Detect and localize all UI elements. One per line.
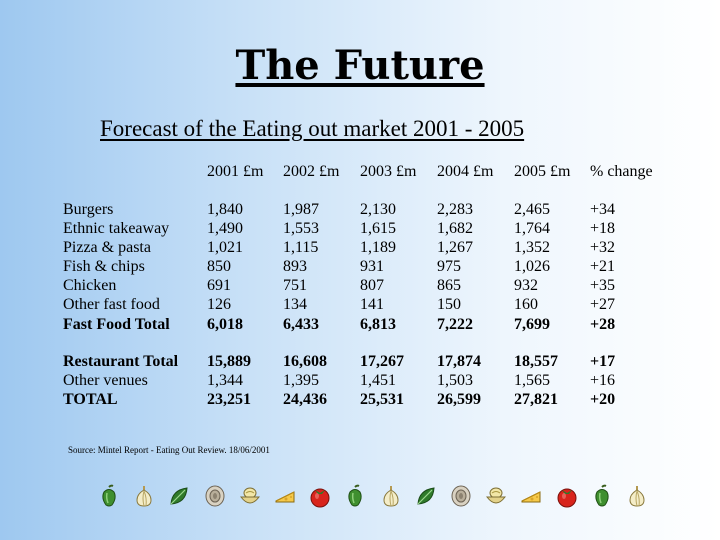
row-label: Fish & chips	[63, 258, 145, 275]
column-header: 2001 £m	[207, 163, 264, 180]
column-header: 2002 £m	[283, 163, 340, 180]
bowl-icon	[485, 484, 507, 508]
mushroom-icon	[204, 484, 226, 508]
slide-title: The Future	[235, 42, 485, 89]
garlic-icon	[380, 484, 402, 508]
tomato-icon	[556, 484, 578, 508]
table-cell: 126	[207, 296, 231, 313]
table-cell: 26,599	[437, 391, 481, 408]
cheese-icon	[520, 484, 542, 508]
table-cell: 1,987	[283, 201, 319, 218]
table-cell: 6,433	[283, 316, 319, 333]
row-label: Fast Food Total	[63, 316, 170, 333]
garlic-icon	[626, 484, 648, 508]
table-cell: 1,503	[437, 372, 473, 389]
table-cell: 16,608	[283, 353, 327, 370]
cheese-icon	[274, 484, 296, 508]
slide-subtitle: Forecast of the Eating out market 2001 -…	[100, 116, 525, 141]
table-cell: 150	[437, 296, 461, 313]
table-cell: 2,465	[514, 201, 550, 218]
table-cell: 850	[207, 258, 231, 275]
pepper-icon	[344, 484, 366, 508]
table-cell: 1,115	[283, 239, 319, 256]
table-cell: 6,813	[360, 316, 396, 333]
source-note: Source: Mintel Report - Eating Out Revie…	[68, 445, 270, 455]
table-cell: 1,764	[514, 220, 550, 237]
table-cell: 18,557	[514, 353, 558, 370]
table-cell: 975	[437, 258, 461, 275]
table-cell: 1,490	[207, 220, 243, 237]
table-cell: 751	[283, 277, 307, 294]
table-cell: +35	[590, 277, 616, 294]
table-cell: 2,283	[437, 201, 473, 218]
table-cell: 1,026	[514, 258, 550, 275]
table-cell: 1,352	[514, 239, 550, 256]
table-cell: 25,531	[360, 391, 404, 408]
row-label: Pizza & pasta	[63, 239, 151, 256]
pepper-icon	[98, 484, 120, 508]
table-cell: 141	[360, 296, 384, 313]
table-cell: 134	[283, 296, 307, 313]
table-cell: 6,018	[207, 316, 243, 333]
column-header: % change	[590, 163, 653, 180]
bowl-icon	[239, 484, 261, 508]
tomato-icon	[309, 484, 331, 508]
table-cell: 931	[360, 258, 384, 275]
table-cell: 1,267	[437, 239, 473, 256]
table-cell: 1,021	[207, 239, 243, 256]
table-cell: 27,821	[514, 391, 558, 408]
table-cell: 17,267	[360, 353, 404, 370]
table-cell: 1,615	[360, 220, 396, 237]
leaf-icon	[415, 484, 437, 508]
table-cell: 1,451	[360, 372, 396, 389]
garlic-icon	[133, 484, 155, 508]
table-cell: 1,395	[283, 372, 319, 389]
table-cell: 932	[514, 277, 538, 294]
table-cell: 807	[360, 277, 384, 294]
table-cell: 1,344	[207, 372, 243, 389]
table-cell: 691	[207, 277, 231, 294]
pepper-icon	[591, 484, 613, 508]
table-cell: 1,189	[360, 239, 396, 256]
table-cell: 1,682	[437, 220, 473, 237]
row-label: TOTAL	[63, 391, 118, 408]
table-cell: 15,889	[207, 353, 251, 370]
column-header: 2005 £m	[514, 163, 571, 180]
row-label: Other fast food	[63, 296, 160, 313]
leaf-icon	[168, 484, 190, 508]
table-cell: 2,130	[360, 201, 396, 218]
table-cell: 1,565	[514, 372, 550, 389]
column-header: 2004 £m	[437, 163, 494, 180]
table-cell: +27	[590, 296, 616, 313]
row-label: Chicken	[63, 277, 117, 294]
table-cell: +28	[590, 316, 616, 333]
table-cell: +16	[590, 372, 616, 389]
row-label: Restaurant Total	[63, 353, 179, 370]
column-header: 2003 £m	[360, 163, 417, 180]
table-cell: 17,874	[437, 353, 481, 370]
row-label: Other venues	[63, 372, 148, 389]
row-label: Burgers	[63, 201, 114, 218]
footer-food-icons	[98, 484, 658, 510]
table-cell: 1,553	[283, 220, 319, 237]
table-cell: 24,436	[283, 391, 327, 408]
table-cell: 893	[283, 258, 307, 275]
table-cell: +20	[590, 391, 616, 408]
row-label: Ethnic takeaway	[63, 220, 170, 237]
table-cell: 23,251	[207, 391, 251, 408]
table-cell: +21	[590, 258, 616, 275]
table-cell: +34	[590, 201, 616, 218]
table-cell: 160	[514, 296, 538, 313]
table-cell: +32	[590, 239, 616, 256]
table-cell: +17	[590, 353, 616, 370]
mushroom-icon	[450, 484, 472, 508]
table-cell: 7,699	[514, 316, 550, 333]
table-cell: +18	[590, 220, 616, 237]
table-cell: 865	[437, 277, 461, 294]
table-cell: 7,222	[437, 316, 473, 333]
table-cell: 1,840	[207, 201, 243, 218]
